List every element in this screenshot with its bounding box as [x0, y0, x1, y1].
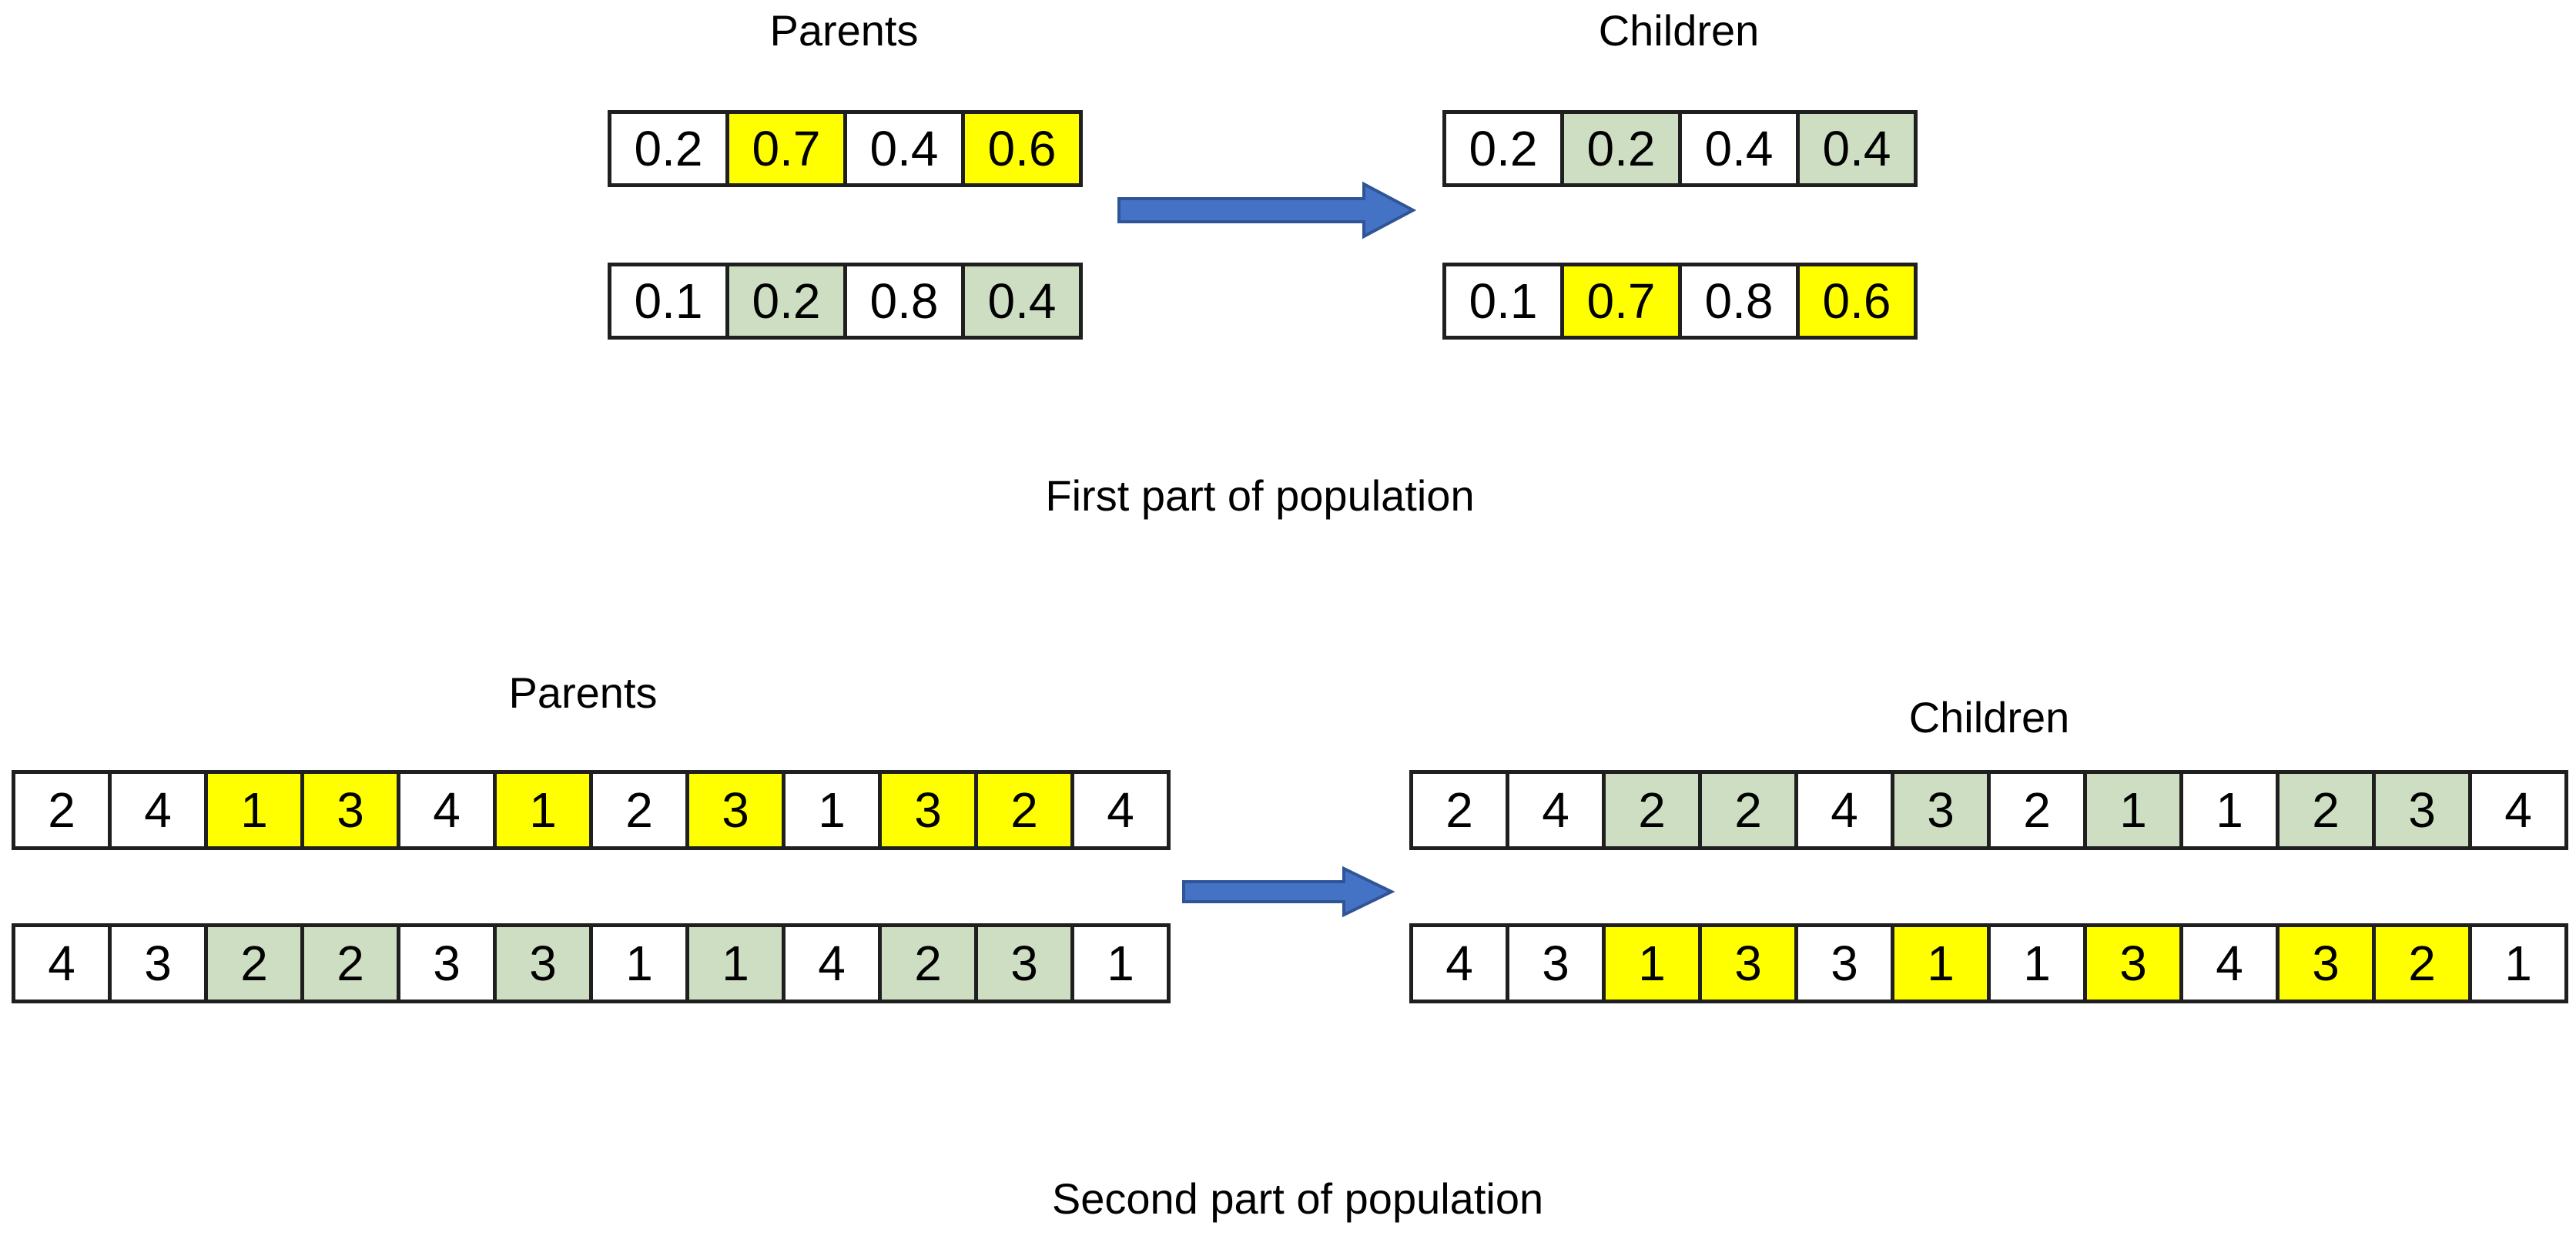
- arrow-right-icon: [1181, 861, 1396, 923]
- gene-cell: 1: [493, 770, 593, 850]
- gene-cell: 1: [2179, 770, 2280, 850]
- gene-cell: 1: [2083, 770, 2183, 850]
- arrow-right-icon: [1116, 179, 1416, 241]
- gene-cell: 3: [300, 770, 400, 850]
- gene-cell: 0.2: [608, 110, 729, 187]
- first-parents-label: Parents: [769, 6, 919, 55]
- gene-cell: 0.4: [843, 110, 965, 187]
- gene-cell: 3: [878, 770, 978, 850]
- gene-cell: 1: [1602, 923, 1702, 1003]
- gene-cell: 1: [782, 770, 882, 850]
- gene-cell: 0.4: [1796, 110, 1918, 187]
- gene-cell: 1: [1987, 923, 2087, 1003]
- gene-cell: 0.7: [1560, 263, 1682, 340]
- gene-cell: 2: [204, 923, 304, 1003]
- gene-cell: 3: [1506, 923, 1606, 1003]
- gene-cell: 0.6: [961, 110, 1083, 187]
- gene-cell: 2: [974, 770, 1074, 850]
- gene-cell: 1: [685, 923, 786, 1003]
- gene-cell: 0.2: [1442, 110, 1564, 187]
- second-children-label: Children: [1908, 693, 2070, 742]
- gene-cell: 3: [2372, 770, 2472, 850]
- gene-cell: 0.4: [1678, 110, 1800, 187]
- first-child-row-1: 0.2 0.2 0.4 0.4: [1442, 110, 1918, 187]
- gene-cell: 0.2: [1560, 110, 1682, 187]
- gene-cell: 2: [12, 770, 112, 850]
- gene-cell: 3: [1794, 923, 1894, 1003]
- first-parent-row-1: 0.2 0.7 0.4 0.6: [608, 110, 1083, 187]
- gene-cell: 0.4: [961, 263, 1083, 340]
- gene-cell: 3: [685, 770, 786, 850]
- gene-cell: 1: [204, 770, 304, 850]
- gene-cell: 4: [2468, 770, 2568, 850]
- first-parent-row-2: 0.1 0.2 0.8 0.4: [608, 263, 1083, 340]
- gene-cell: 3: [974, 923, 1074, 1003]
- gene-cell: 3: [2276, 923, 2376, 1003]
- gene-cell: 2: [1602, 770, 1702, 850]
- gene-cell: 3: [1891, 770, 1991, 850]
- gene-cell: 2: [2276, 770, 2376, 850]
- gene-cell: 0.1: [1442, 263, 1564, 340]
- gene-cell: 0.2: [725, 263, 847, 340]
- gene-cell: 4: [1409, 923, 1509, 1003]
- gene-cell: 4: [782, 923, 882, 1003]
- gene-cell: 2: [1698, 770, 1798, 850]
- gene-cell: 3: [2083, 923, 2183, 1003]
- gene-cell: 4: [1794, 770, 1894, 850]
- gene-cell: 2: [300, 923, 400, 1003]
- first-child-row-2: 0.1 0.7 0.8 0.6: [1442, 263, 1918, 340]
- gene-cell: 2: [589, 770, 689, 850]
- gene-cell: 3: [397, 923, 497, 1003]
- gene-cell: 1: [1891, 923, 1991, 1003]
- gene-cell: 3: [493, 923, 593, 1003]
- second-parents-label: Parents: [508, 668, 658, 717]
- gene-cell: 2: [2372, 923, 2472, 1003]
- gene-cell: 0.6: [1796, 263, 1918, 340]
- gene-cell: 0.8: [1678, 263, 1800, 340]
- gene-cell: 4: [108, 770, 208, 850]
- first-children-label: Children: [1598, 6, 1760, 55]
- gene-cell: 0.7: [725, 110, 847, 187]
- gene-cell: 1: [2468, 923, 2568, 1003]
- gene-cell: 4: [1070, 770, 1171, 850]
- gene-cell: 1: [1070, 923, 1171, 1003]
- gene-cell: 2: [878, 923, 978, 1003]
- gene-cell: 0.8: [843, 263, 965, 340]
- gene-cell: 4: [1506, 770, 1606, 850]
- gene-cell: 3: [1698, 923, 1798, 1003]
- second-part-caption: Second part of population: [1051, 1174, 1544, 1223]
- gene-cell: 2: [1409, 770, 1509, 850]
- gene-cell: 2: [1987, 770, 2087, 850]
- gene-cell: 0.1: [608, 263, 729, 340]
- first-part-caption: First part of population: [1045, 471, 1475, 520]
- gene-cell: 3: [108, 923, 208, 1003]
- gene-cell: 4: [12, 923, 112, 1003]
- gene-cell: 4: [2179, 923, 2280, 1003]
- gene-cell: 4: [397, 770, 497, 850]
- gene-cell: 1: [589, 923, 689, 1003]
